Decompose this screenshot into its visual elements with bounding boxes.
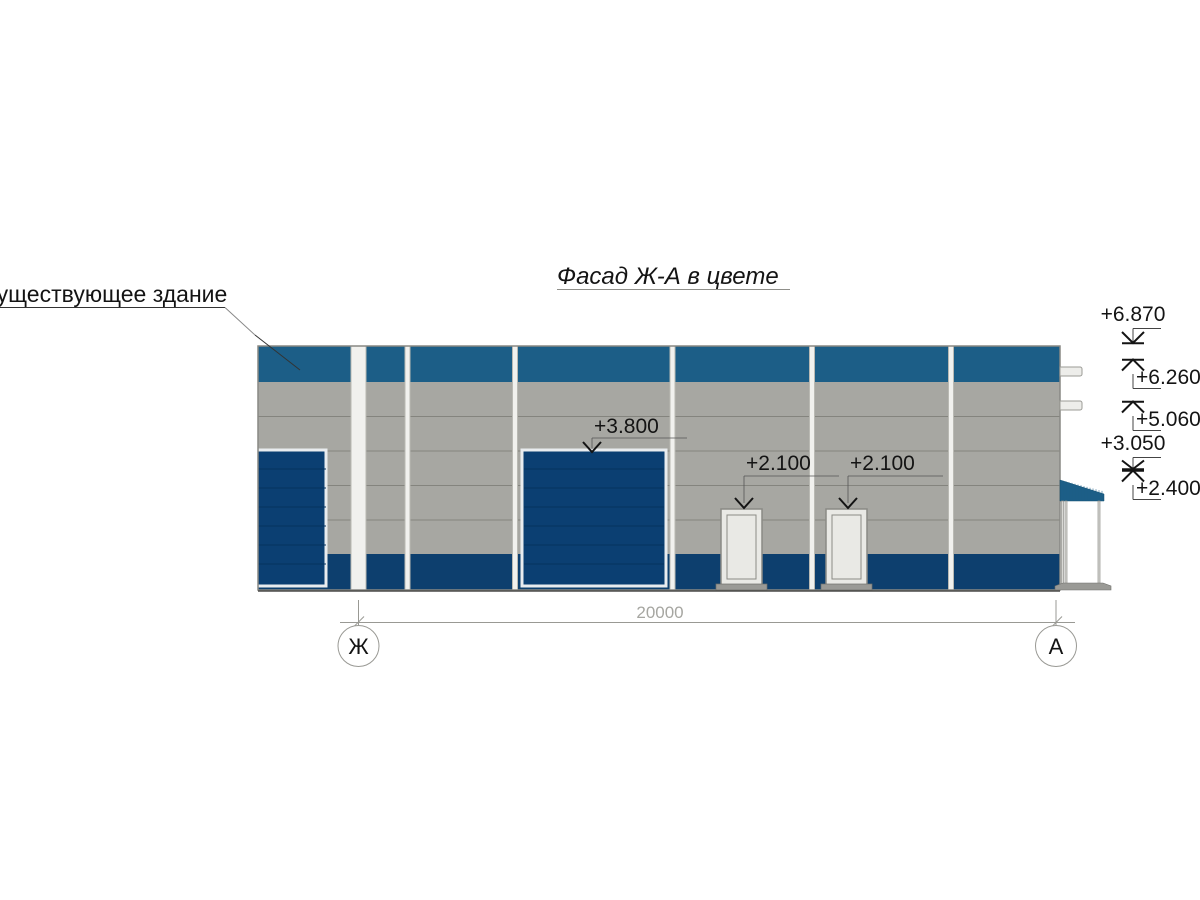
svg-text:Фасад Ж-А в цвете: Фасад Ж-А в цвете	[557, 263, 779, 290]
svg-text:20000: 20000	[636, 603, 683, 622]
svg-text:+6.870: +6.870	[1101, 303, 1166, 326]
svg-text:А: А	[1049, 634, 1064, 659]
svg-text:+2.100: +2.100	[746, 452, 811, 475]
svg-text:Существующее здание: Существующее здание	[0, 281, 227, 307]
svg-text:+3.050: +3.050	[1101, 432, 1166, 455]
svg-text:Ж: Ж	[348, 634, 369, 659]
svg-text:+3.800: +3.800	[594, 415, 659, 438]
svg-text:+5.060: +5.060	[1136, 408, 1200, 431]
svg-text:+6.260: +6.260	[1136, 366, 1200, 389]
svg-text:+2.100: +2.100	[850, 452, 915, 475]
svg-text:+2.400: +2.400	[1136, 477, 1200, 500]
